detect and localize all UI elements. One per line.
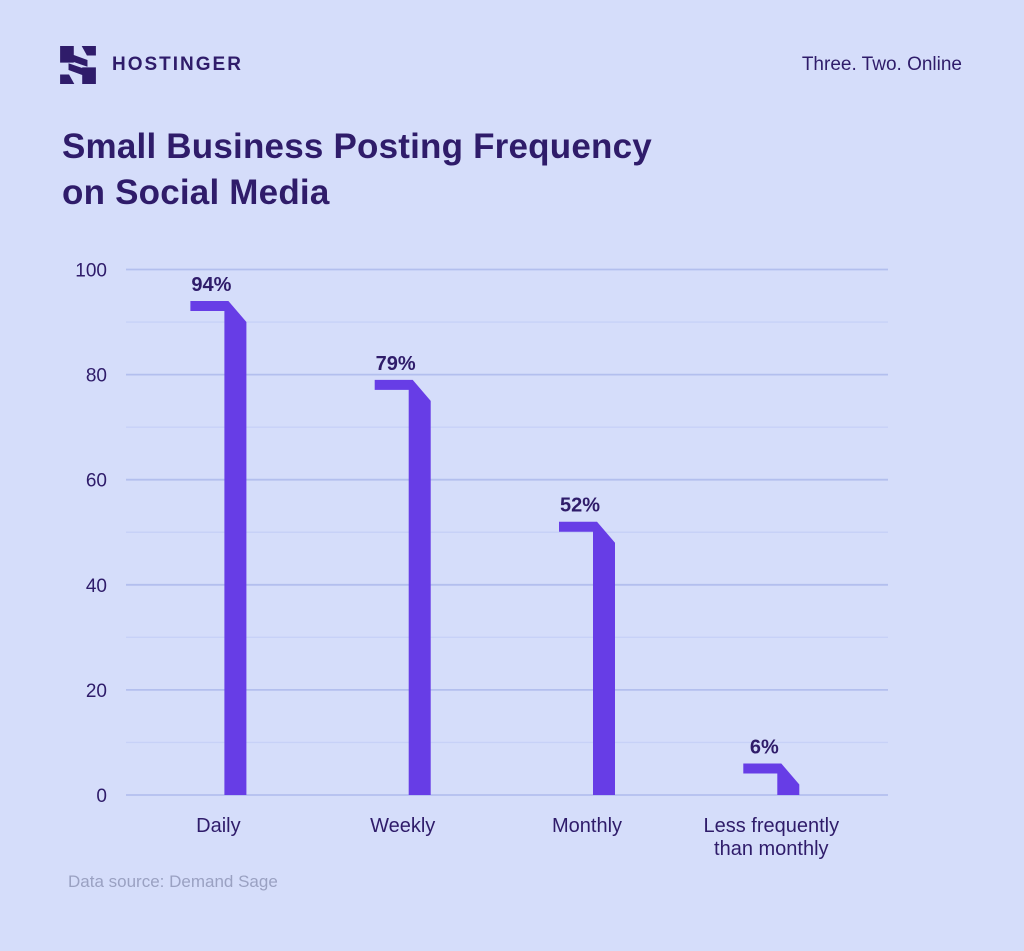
y-axis-tick-label: 100 (75, 261, 107, 282)
y-axis-tick-label: 0 (96, 786, 107, 807)
bar-monthly (559, 521, 615, 795)
chart-title-line-2: on Social Media (62, 173, 330, 212)
bar-less-frequently (743, 763, 800, 795)
bar-weekly (374, 379, 431, 795)
data-source: Data source: Demand Sage (68, 872, 278, 891)
brand-name: HOSTINGER (112, 54, 243, 75)
x-axis-category-label: than monthly (714, 838, 829, 860)
y-axis-tick-label: 40 (86, 576, 107, 597)
chart-title: Small Business Posting Frequency on Soci… (62, 124, 652, 216)
x-axis-category-label: Daily (196, 815, 240, 837)
chart-title-line-1: Small Business Posting Frequency (62, 127, 652, 166)
bar-daily (190, 301, 247, 795)
y-axis-tick-label: 20 (86, 681, 107, 702)
tagline: Three. Two. Online (801, 54, 962, 75)
value-label: 6% (750, 736, 779, 758)
y-axis-tick-label: 60 (86, 471, 107, 492)
value-label: 79% (376, 353, 416, 375)
header: HOSTINGER Three. Two. Online (58, 45, 962, 85)
hostinger-logo-icon (60, 46, 96, 84)
x-axis-category-label: Less frequently (703, 815, 839, 837)
y-axis-tick-label: 80 (86, 366, 107, 387)
x-axis-category-label: Monthly (552, 815, 622, 837)
value-label: 52% (560, 495, 600, 517)
value-label: 94% (191, 274, 231, 296)
x-axis-category-label: Weekly (370, 815, 435, 837)
